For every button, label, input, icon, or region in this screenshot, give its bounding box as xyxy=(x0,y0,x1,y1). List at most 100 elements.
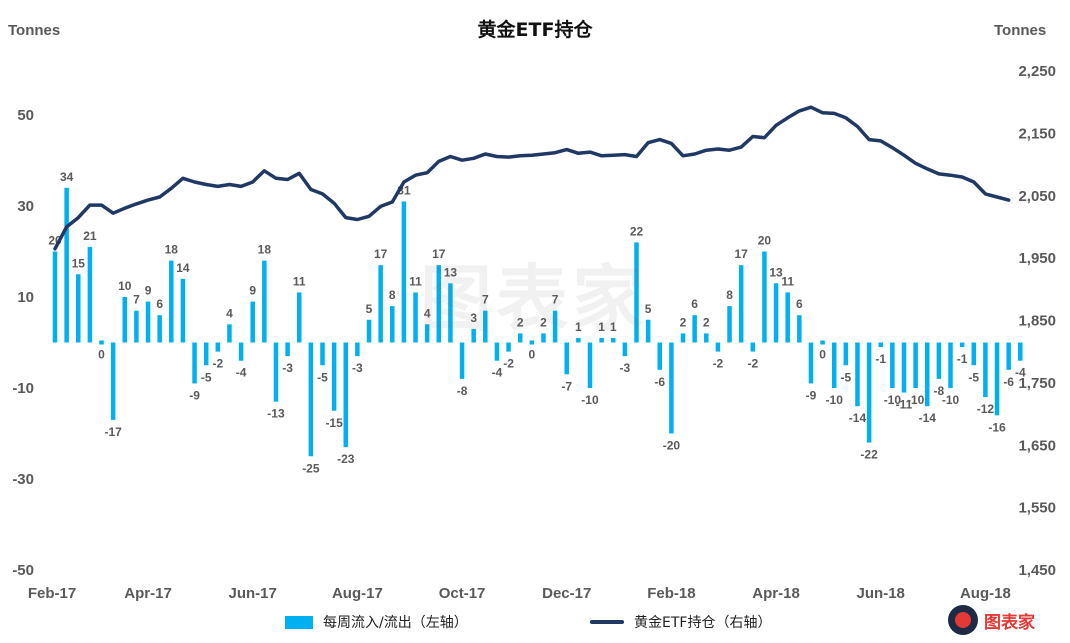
flow-bar xyxy=(157,315,162,343)
flow-bar xyxy=(773,283,779,343)
flow-bar xyxy=(901,342,907,393)
flow-bar xyxy=(913,342,918,388)
flow-bar xyxy=(203,342,209,366)
bar-data-label: -10 xyxy=(826,393,844,407)
flow-bar xyxy=(680,333,686,343)
flow-bar xyxy=(192,342,197,384)
flow-bar xyxy=(285,342,290,357)
bar-data-label: -7 xyxy=(561,379,572,393)
flow-bar xyxy=(587,342,593,388)
flow-bar xyxy=(145,301,151,343)
flow-bar xyxy=(343,342,348,448)
bar-data-label: -5 xyxy=(968,370,979,384)
watermark: 图表家 xyxy=(420,257,649,341)
bar-data-label: 11 xyxy=(409,274,422,288)
flow-bar xyxy=(355,342,360,357)
x-axis-tick: Jun-17 xyxy=(229,585,277,602)
flow-bar xyxy=(552,310,558,343)
flow-bar xyxy=(750,342,756,352)
flow-bar xyxy=(296,292,302,343)
flow-bar xyxy=(424,324,430,343)
bar-data-label: 3 xyxy=(470,311,477,325)
bar-data-label: 9 xyxy=(249,284,256,298)
bar-data-label: -4 xyxy=(236,366,247,380)
flow-bar xyxy=(262,260,267,343)
flow-bar xyxy=(366,319,372,343)
flow-bar xyxy=(808,342,814,384)
flow-bar xyxy=(820,340,825,345)
flow-bar xyxy=(541,333,546,343)
flow-bar xyxy=(401,201,407,343)
flow-bar xyxy=(727,306,732,343)
bar-data-label: -2 xyxy=(713,357,724,371)
bar-data-label: 5 xyxy=(366,302,373,316)
left-axis-unit: Tonnes xyxy=(8,22,61,39)
bar-data-label: -14 xyxy=(849,411,867,425)
flow-bar xyxy=(599,337,604,343)
flow-bar xyxy=(634,242,639,343)
flow-bar xyxy=(715,342,721,352)
flow-bar xyxy=(52,251,58,343)
flow-bar xyxy=(1018,342,1023,361)
right-axis-tick: 2,250 xyxy=(1018,63,1056,80)
left-axis-tick: -30 xyxy=(12,471,34,488)
flow-bar xyxy=(669,342,674,434)
bar-data-label: -22 xyxy=(860,448,878,462)
flow-bar xyxy=(122,297,128,343)
holdings-line xyxy=(53,105,1011,251)
right-axis-tick: 1,850 xyxy=(1018,313,1056,330)
bar-data-label: 20 xyxy=(758,234,772,248)
bar-data-label: -5 xyxy=(317,370,328,384)
bar-data-label: 14 xyxy=(176,261,190,275)
flow-bar xyxy=(610,337,616,343)
bar-data-label: 17 xyxy=(374,247,388,261)
flow-bar xyxy=(87,246,93,343)
legend-swatch-line xyxy=(590,620,624,624)
flow-bar xyxy=(238,342,244,361)
flow-bar xyxy=(645,319,651,343)
bar-data-label: -16 xyxy=(988,420,1006,434)
flow-bar xyxy=(925,342,930,407)
bar-data-label: -1 xyxy=(957,352,968,366)
flow-bar xyxy=(215,342,221,352)
bar-data-label: 22 xyxy=(630,224,644,238)
bar-data-label: 6 xyxy=(691,297,698,311)
legend-item-flows: 每周流入/流出（左轴） xyxy=(285,612,468,632)
x-axis-tick: Apr-18 xyxy=(752,585,800,602)
flow-bar xyxy=(471,328,476,343)
flow-bar xyxy=(959,342,965,348)
flow-bar xyxy=(250,301,255,343)
bar-data-label: -3 xyxy=(282,361,293,375)
bar-data-label: -25 xyxy=(302,461,320,475)
flow-bar xyxy=(390,306,395,343)
bar-data-label: -3 xyxy=(620,361,631,375)
bar-data-label: -2 xyxy=(747,357,758,371)
logo-icon xyxy=(948,605,978,635)
bar-data-label: 17 xyxy=(734,247,748,261)
bar-data-label: -9 xyxy=(189,388,200,402)
left-axis-tick: 50 xyxy=(17,107,34,124)
flow-bar xyxy=(448,283,453,343)
x-axis-tick: Oct-17 xyxy=(439,585,486,602)
flow-bar xyxy=(797,315,802,343)
bar-data-label: 2 xyxy=(680,315,687,329)
flow-bar xyxy=(936,342,942,379)
bar-data-label: -10 xyxy=(907,393,925,407)
bar-data-label: -8 xyxy=(457,384,468,398)
flow-bar xyxy=(64,187,69,343)
flow-bar xyxy=(378,265,383,343)
right-axis-tick: 2,150 xyxy=(1018,125,1056,142)
flow-bar xyxy=(831,342,837,388)
legend-item-holdings: 黄金ETF持仓（右轴） xyxy=(590,612,771,632)
bar-data-label: 34 xyxy=(60,170,74,184)
right-axis-tick: 2,050 xyxy=(1018,188,1056,205)
bar-data-label: 1 xyxy=(575,320,582,334)
flow-bar xyxy=(762,251,767,343)
flow-bar xyxy=(843,342,849,366)
flow-bar xyxy=(622,342,628,357)
bar-data-label: 7 xyxy=(552,293,559,307)
flow-bar xyxy=(855,342,860,407)
flow-bar xyxy=(704,333,709,343)
right-axis-tick: 1,650 xyxy=(1018,437,1056,454)
